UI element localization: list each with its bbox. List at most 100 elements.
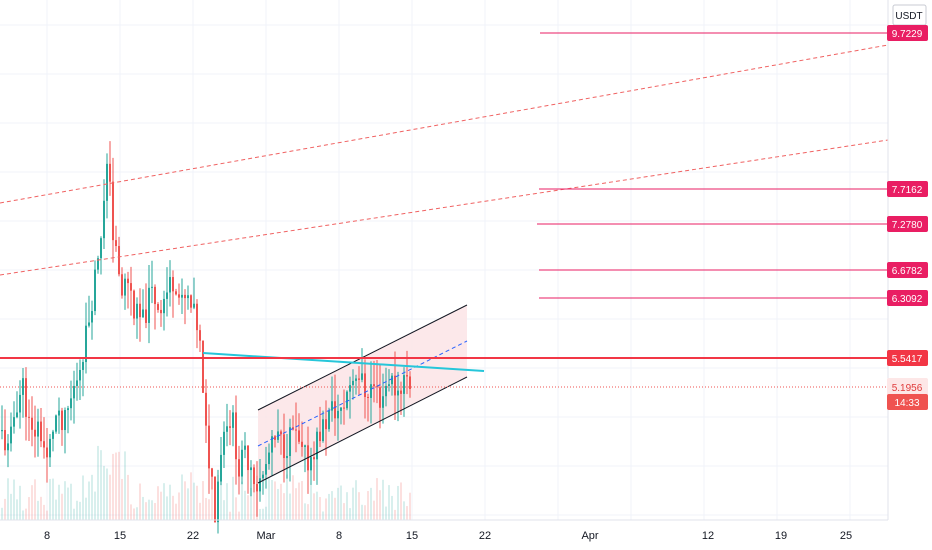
candle (376, 359, 378, 404)
candle (163, 290, 165, 331)
candle (178, 283, 180, 305)
volume-bar (208, 499, 210, 520)
candle (37, 408, 39, 457)
volume-bar (388, 485, 390, 520)
volume-bar (25, 508, 27, 520)
price-level-tag: 6.6782 (887, 262, 928, 278)
candle (46, 427, 48, 483)
volume-bar (253, 476, 255, 520)
volume-bar (1, 507, 3, 520)
candle (310, 447, 312, 485)
volume-bar (103, 465, 105, 520)
volume-bar (55, 499, 57, 520)
candle (85, 302, 87, 374)
candle (226, 403, 228, 447)
time-axis[interactable]: 8 15 22 Mar 8 15 22 Apr 12 19 25 (0, 519, 888, 542)
candle (202, 340, 204, 393)
candle (337, 394, 339, 441)
volume-bar (289, 493, 291, 520)
candle (388, 369, 390, 392)
volume-bar (361, 504, 363, 520)
volume-bar (238, 511, 240, 520)
volume-bar (91, 474, 93, 520)
candle (214, 476, 216, 523)
candle (238, 445, 240, 495)
candle (109, 141, 111, 196)
candle (220, 437, 222, 486)
volume-bar (265, 506, 267, 520)
volume-bar (58, 484, 60, 520)
volume-bar (4, 498, 6, 520)
channel-median-line[interactable] (257, 340, 468, 447)
candle (352, 369, 354, 400)
volume-bar (358, 492, 360, 520)
dashed-trendline-upper[interactable] (0, 44, 889, 204)
svg-text:7.7162: 7.7162 (892, 185, 923, 196)
volume-bar (379, 490, 381, 520)
candle (34, 405, 36, 458)
candle (286, 433, 288, 479)
volume-bar (202, 481, 204, 520)
volume-bar (106, 468, 108, 520)
candle (67, 405, 69, 434)
candle (364, 359, 366, 419)
candle (169, 260, 171, 307)
volume-bar (250, 487, 252, 520)
dashed-trendline-lower[interactable] (0, 139, 889, 276)
candle (289, 418, 291, 482)
volume-bar (304, 503, 306, 520)
svg-text:7.2780: 7.2780 (892, 220, 923, 231)
volume-bar (184, 481, 186, 520)
candle (328, 407, 330, 432)
volume-bar (340, 485, 342, 520)
candle (394, 351, 396, 421)
volume-bar (79, 501, 81, 520)
candle (208, 404, 210, 494)
volume-bar (310, 483, 312, 520)
volume-bar (295, 488, 297, 520)
candle (172, 270, 174, 318)
volume-bar (13, 479, 15, 520)
candle (115, 225, 117, 252)
time-tick-label: 8 (336, 530, 342, 542)
volume-bar (61, 493, 63, 520)
candle (79, 359, 81, 401)
volume-bar (178, 492, 180, 520)
volume-bar (376, 478, 378, 520)
volume-bar (259, 508, 261, 520)
time-tick-label: 22 (187, 530, 199, 542)
candle (211, 467, 213, 490)
volume-bar (283, 493, 285, 520)
volume-bar (409, 492, 411, 520)
volume-bar (346, 492, 348, 520)
candle (253, 464, 255, 493)
svg-text:5.1956: 5.1956 (892, 383, 923, 394)
cyan-trendline[interactable] (202, 352, 485, 372)
candle (190, 294, 192, 313)
candle (103, 179, 105, 249)
volume-bar (28, 497, 30, 520)
candle (259, 459, 261, 502)
candle (31, 396, 33, 447)
candle (142, 289, 144, 318)
channel-lower-line[interactable] (257, 376, 468, 484)
candle (262, 471, 264, 495)
candle (400, 381, 402, 416)
volume-bar (151, 500, 153, 520)
candlesticks (1, 141, 411, 534)
svg-text:5.5417: 5.5417 (892, 354, 923, 365)
candle (43, 417, 45, 459)
volume-bar (112, 453, 114, 520)
volume-bar (232, 476, 234, 520)
volume-bar (268, 478, 270, 520)
volume-bars (1, 445, 411, 520)
candle (199, 324, 201, 352)
price-level-tag: 7.7162 (887, 181, 928, 197)
volume-bar (226, 483, 228, 520)
volume-bar (118, 451, 120, 520)
candle (10, 412, 12, 452)
volume-bar (124, 451, 126, 520)
volume-bar (190, 472, 192, 520)
price-axis[interactable]: USDT 9.7229 7.7162 7.2780 6.6782 6.3092 5.541… (887, 0, 928, 520)
